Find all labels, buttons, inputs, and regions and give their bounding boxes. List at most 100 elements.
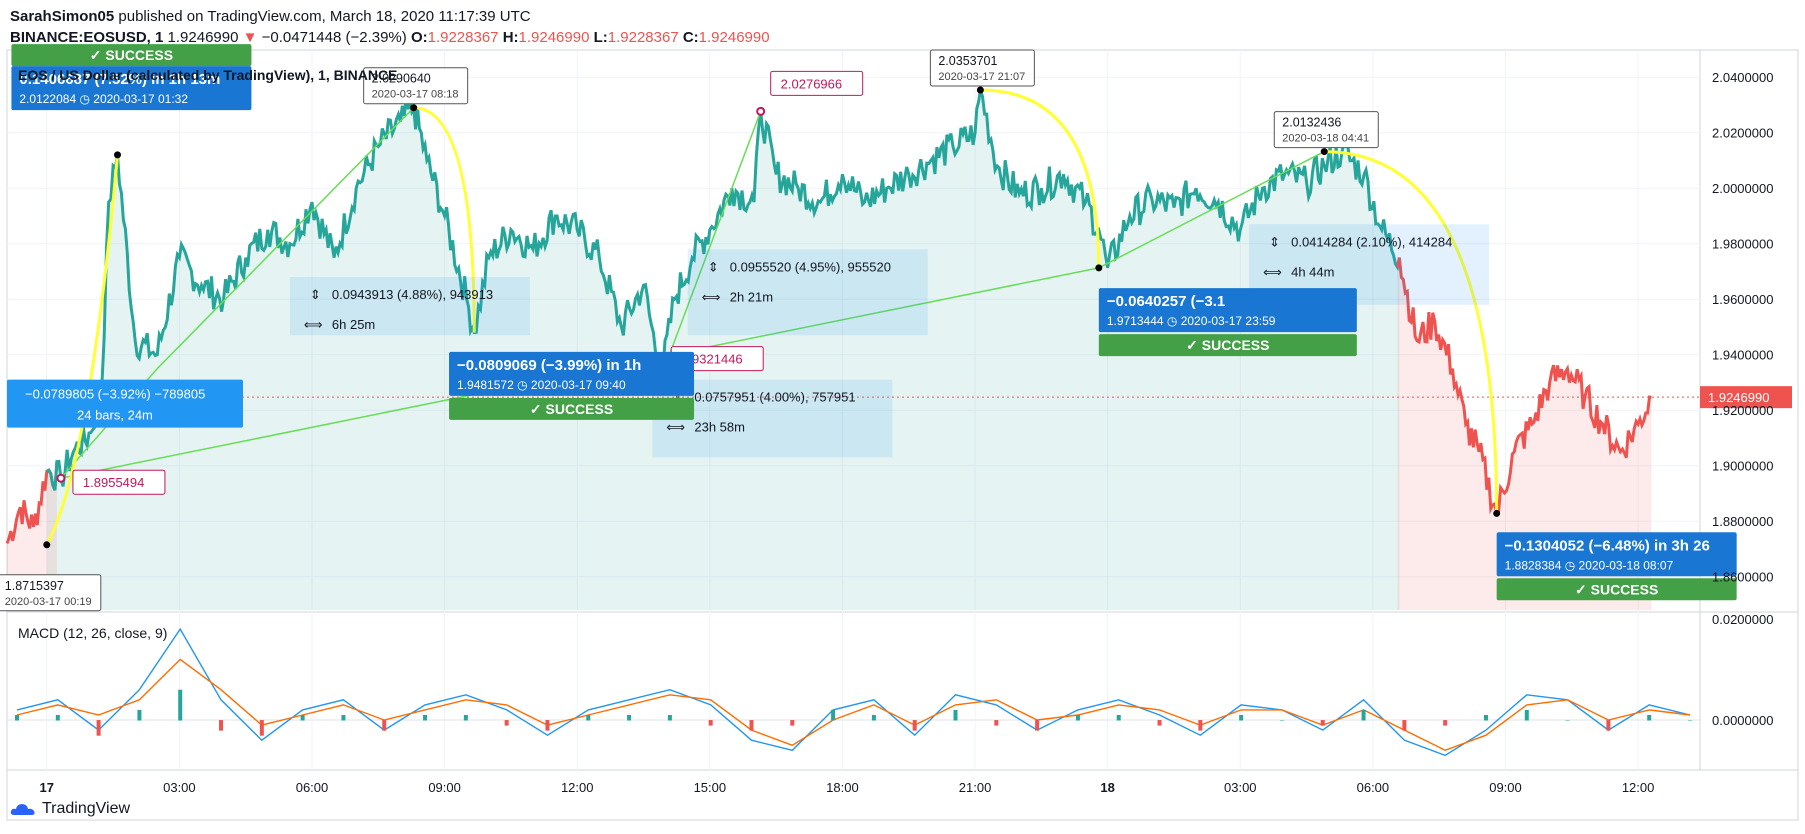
macd-histogram-bar: [259, 720, 264, 736]
macd-histogram-bar: [749, 720, 754, 731]
macd-histogram-bar: [1524, 709, 1529, 721]
range-arrow-icon: ⇕: [1269, 234, 1280, 249]
macd-histogram-bar: [1443, 720, 1448, 726]
macd-histogram-bar: [1075, 714, 1080, 721]
macd-histogram-bar: [300, 714, 305, 721]
macd-histogram-bar: [1035, 720, 1040, 731]
x-tick-label: 18:00: [826, 780, 859, 795]
macd-histogram-bar: [504, 720, 509, 726]
trade-sub: 1.9713444 ◷ 2020-03-17 23:59: [1107, 314, 1276, 328]
last-price-badge: [1700, 386, 1792, 409]
macd-histogram-bar: [667, 714, 672, 721]
symbol-label: BINANCE:EOSUSD, 1: [10, 29, 164, 46]
symbol-info: BINANCE:EOSUSD, 1 1.9246990 ▼ −0.0471448…: [10, 29, 770, 46]
trade-box: [1098, 288, 1357, 333]
x-tick-label: 21:00: [959, 780, 992, 795]
success-label: ✓ SUCCESS: [90, 47, 173, 63]
high-value: 1.9246990: [518, 29, 590, 46]
price-label-value: 2.0353701: [938, 54, 997, 68]
area-fill: [7, 461, 57, 610]
pivot-dot: [114, 151, 122, 159]
measure-main: −0.0789805 (−3.92%) −789805: [25, 387, 205, 402]
macd-histogram-bar: [96, 720, 101, 736]
axes: 2.0400000 2.0200000 2.0000000 1.9800000 1.96…: [40, 70, 1774, 795]
down-arrow-icon: ▼: [242, 29, 258, 46]
high-label: H:: [502, 29, 519, 46]
y-tick-label: 1.9000000: [1712, 459, 1773, 474]
pivot-dot: [1095, 264, 1103, 272]
macd-histogram-bar: [55, 714, 60, 721]
pink-dot: [56, 473, 66, 483]
macd-pane: [7, 627, 1700, 757]
x-tick-label: 09:00: [1489, 780, 1522, 795]
yellow-arc: [413, 106, 476, 333]
y-tick-label: 2.0400000: [1712, 70, 1773, 85]
pink-label-value: 1.9321446: [681, 352, 742, 367]
success-banner: [11, 44, 252, 67]
x-tick-label: 09:00: [428, 780, 461, 795]
price-label-value: 1.8715397: [5, 579, 64, 593]
chart-frame: [6, 49, 1799, 821]
change-value: −0.0471448 (−2.39%): [261, 29, 407, 46]
range-width-icon: ⟺: [1263, 264, 1282, 279]
pink-label-value: 1.8955494: [83, 475, 144, 490]
macd-histogram-bar: [831, 709, 836, 721]
last-price: 1.9246990: [167, 29, 239, 46]
price-label-date: 2020-03-17 08:18: [372, 89, 459, 101]
pink-label-box: [770, 70, 864, 96]
yellow-arc: [1324, 150, 1499, 514]
pink-label-value: 2.0276966: [781, 76, 842, 91]
x-tick-label: 15:00: [694, 780, 727, 795]
pink-dot: [756, 106, 766, 116]
success-banner: [1496, 578, 1737, 601]
macd-histogram-bar: [1606, 720, 1611, 731]
macd-histogram-bar: [382, 720, 387, 731]
range-width-icon: ⟺: [304, 317, 323, 332]
success-banner: [449, 397, 695, 420]
macd-histogram-bar: [423, 714, 428, 721]
macd-histogram-bar: [912, 720, 917, 731]
y-tick-label: 1.8600000: [1712, 570, 1773, 585]
publisher-name: SarahSimon05: [10, 8, 115, 25]
price-label-value: 2.0290640: [372, 72, 431, 86]
y-tick-label: 2.0000000: [1712, 181, 1773, 196]
macd-histogram-bar: [708, 720, 713, 726]
range-time: 2h 21m: [730, 289, 773, 304]
trade-sub: 2.0122084 ◷ 2020-03-17 01:32: [19, 92, 188, 106]
macd-histogram-bar: [1402, 720, 1407, 731]
price-label-box: [0, 574, 102, 612]
macd-histogram-bar: [1198, 720, 1203, 731]
price-label-box: [1273, 111, 1379, 149]
chart-title: EOS / US Dollar (calculated by TradingVi…: [18, 67, 397, 83]
macd-histogram-bar: [1320, 720, 1325, 726]
price-label-date: 2020-03-18 04:41: [1282, 133, 1369, 145]
close-value: 1.9246990: [698, 29, 770, 46]
y-tick-label: 1.9800000: [1712, 237, 1773, 252]
trend-line: [1098, 150, 1325, 269]
macd-y-tick-label: 0.0200000: [1712, 612, 1773, 627]
pink-label-box: [72, 469, 166, 495]
yellow-arc: [980, 88, 1101, 268]
low-value: 1.9228367: [607, 29, 679, 46]
measure-box: [7, 379, 243, 428]
trade-main: −0.0809069 (−3.99%) in 1h: [457, 357, 641, 374]
price-label-box: [363, 67, 469, 105]
low-label: L:: [593, 29, 608, 46]
success-label: ✓ SUCCESS: [1186, 337, 1269, 353]
published-text: published on TradingView.com, March 18, …: [118, 8, 531, 25]
trend-line: [660, 111, 762, 377]
x-tick-label: 12:00: [1622, 780, 1655, 795]
trade-main: −0.0640257 (−3.1: [1107, 293, 1225, 310]
macd-histogram-bar: [137, 709, 142, 721]
macd-histogram-bar: [1361, 709, 1366, 721]
brand-text: TradingView: [42, 800, 131, 817]
drawing-overlays: 1.9246990 1.8715397 2020-03-17 00:19 2.0290…: [0, 44, 1792, 612]
x-tick-label: 12:00: [561, 780, 594, 795]
trade-sub: 1.9481572 ◷ 2020-03-17 09:40: [457, 378, 626, 392]
range-width-icon: ⟺: [702, 289, 721, 304]
publish-info: SarahSimon05 published on TradingView.co…: [10, 8, 531, 25]
price-line-red-end: [1396, 257, 1652, 517]
success-banner: [1098, 334, 1357, 357]
macd-title: MACD (12, 26, close, 9): [18, 625, 167, 641]
